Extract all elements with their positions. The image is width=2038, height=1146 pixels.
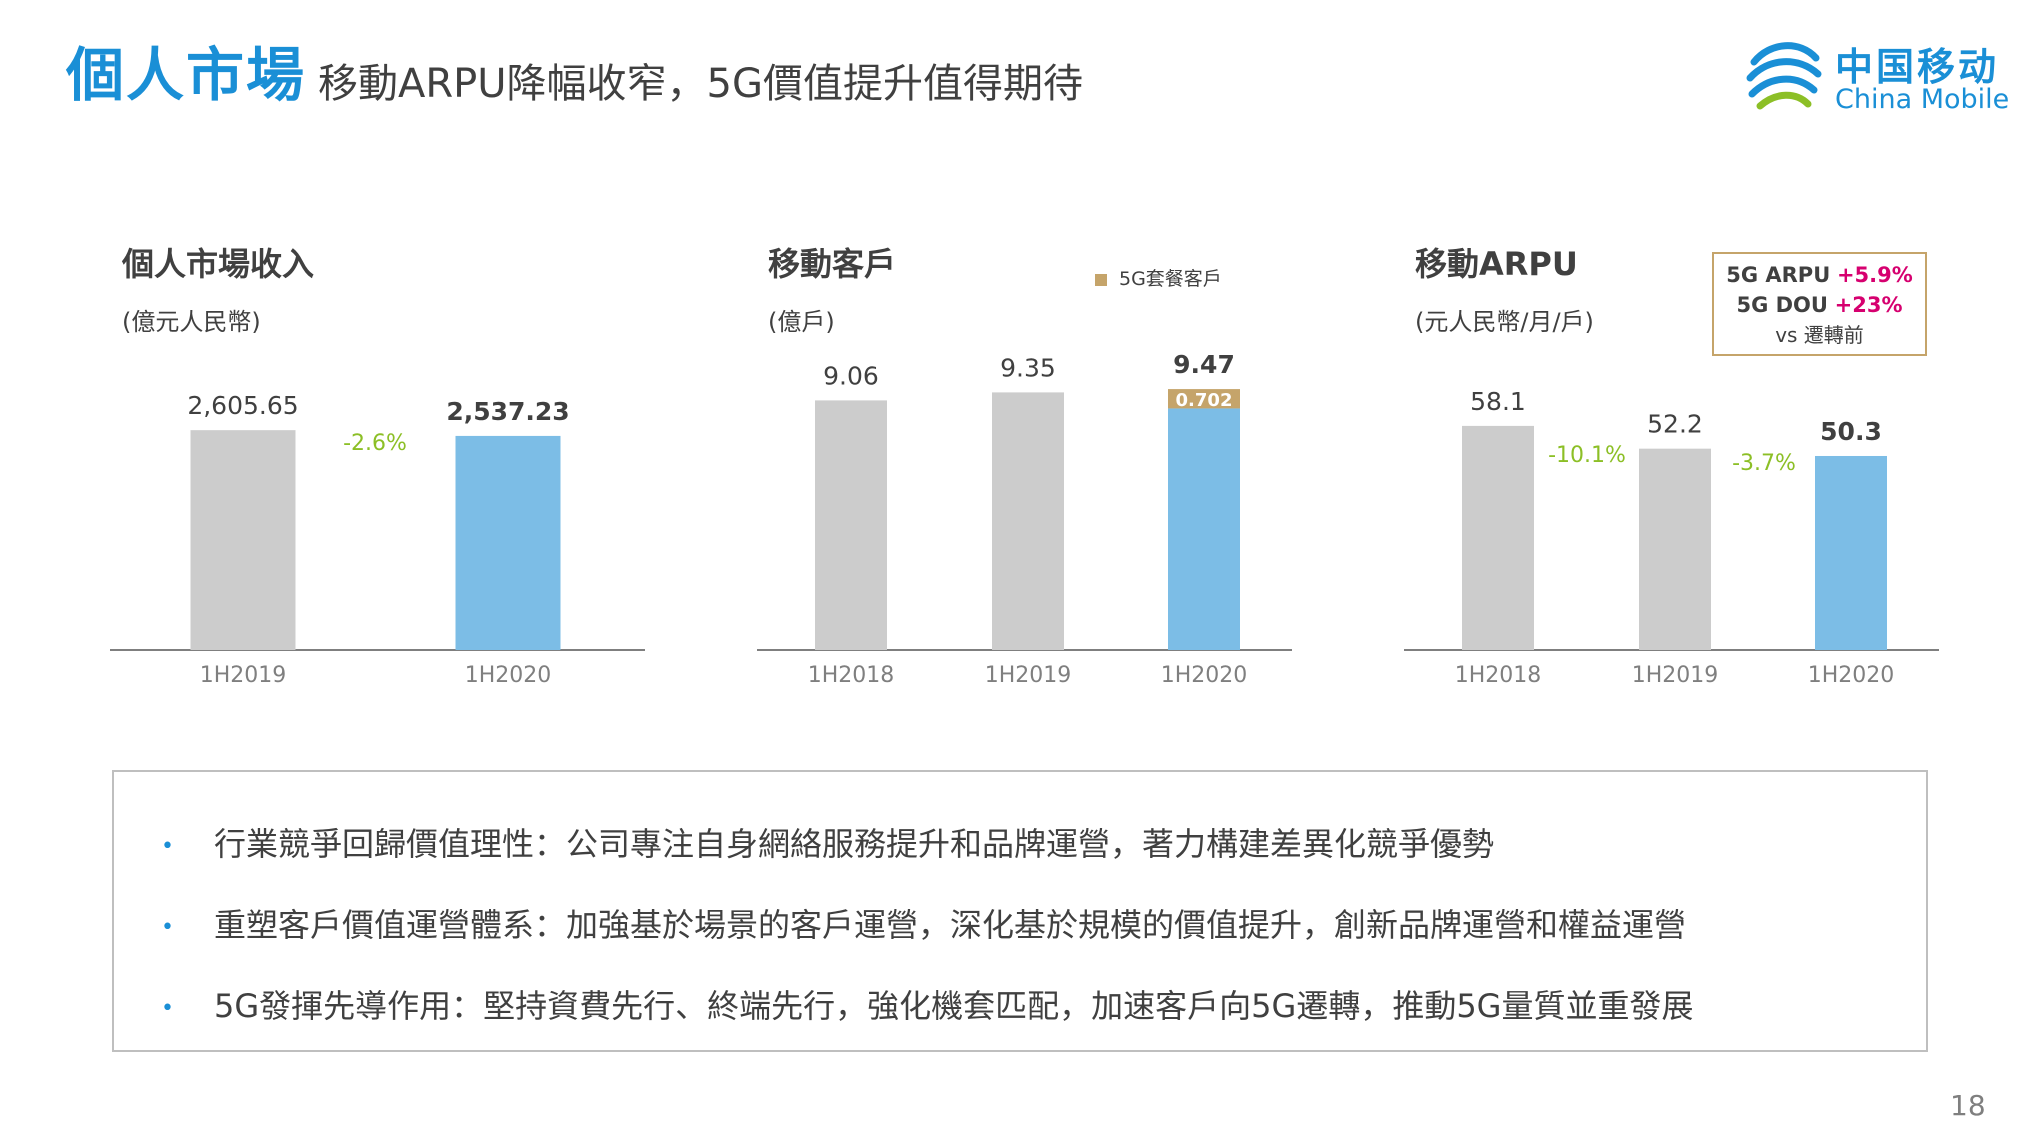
comparison-note: vs 遷轉前 <box>1775 323 1864 347</box>
bullet-item: • 5G發揮先導作用：堅持資費先行、終端先行，強化機套匹配，加速客戶向5G遷轉，推… <box>161 987 1694 1025</box>
chart-mobile-arpu: 58.1 1H2018 52.2 1H2019 50.3 1H2020 -10.1% -3.7… <box>1404 387 1939 688</box>
bar <box>815 400 887 650</box>
logo-mark-icon <box>1746 42 1822 110</box>
page-title: 個人市場 <box>66 41 307 109</box>
bullet-dot-icon: • <box>161 915 174 940</box>
chart-unit-personal-revenue: (億元人民幣) <box>122 308 261 336</box>
bar-5g-segment <box>1168 389 1240 409</box>
5g-arpu-value: +5.9% <box>1836 263 1913 287</box>
data-label: 52.2 <box>1647 410 1703 439</box>
bar <box>1815 455 1887 650</box>
key-points-box: • 行業競爭回歸價值理性：公司專注自身網絡服務提升和品牌運營，著力構建差異化競爭優… <box>112 770 1928 1052</box>
bullet-dot-icon: • <box>161 996 174 1021</box>
bar <box>455 435 561 650</box>
x-tick-label: 1H2020 <box>1808 663 1895 688</box>
bar <box>1462 425 1534 650</box>
bullet-text: 重塑客戶價值運營體系：加強基於場景的客戶運營，深化基於規模的價值提升，創新品牌運… <box>214 906 1687 944</box>
legend-label: 5G套餐客戶 <box>1119 268 1222 290</box>
x-tick-label: 1H2020 <box>1161 663 1248 688</box>
chart-unit-mobile-arpu: (元人民幣/月/戶) <box>1415 308 1594 336</box>
page-number: 18 <box>1950 1089 1986 1122</box>
bar <box>992 392 1064 650</box>
bullet-item: • 行業競爭回歸價值理性：公司專注自身網絡服務提升和品牌運營，著力構建差異化競爭優… <box>161 825 1495 863</box>
x-tick-label: 1H2019 <box>985 663 1072 688</box>
change-label: -2.6% <box>343 431 407 456</box>
data-label: 58.1 <box>1470 387 1526 416</box>
bar <box>1639 448 1711 650</box>
change-label: -10.1% <box>1548 443 1626 468</box>
logo-text-cn: 中国移动 <box>1835 45 2000 89</box>
china-mobile-logo: 中国移动 China Mobile <box>1740 32 2010 122</box>
page-subtitle: 移動ARPU降幅收窄，5G價值提升值得期待 <box>318 61 1083 107</box>
bullet-item: • 重塑客戶價值運營體系：加強基於場景的客戶運營，深化基於規模的價值提升，創新品牌… <box>161 906 1687 944</box>
chart-personal-revenue: 2,605.65 1H2019 2,537.23 1H2020 -2.6% <box>110 391 645 688</box>
change-label: -3.7% <box>1732 451 1796 476</box>
chart-title-personal-revenue: 個人市場收入 <box>122 245 315 283</box>
x-tick-label: 1H2019 <box>200 663 287 688</box>
bullet-text: 行業競爭回歸價值理性：公司專注自身網絡服務提升和品牌運營，著力構建差異化競爭優勢 <box>214 825 1495 863</box>
x-tick-label: 1H2019 <box>1632 663 1719 688</box>
bar <box>190 430 296 650</box>
data-label: 50.3 <box>1820 417 1882 446</box>
bar <box>1168 408 1240 650</box>
data-label: 9.35 <box>1000 353 1056 382</box>
chart-title-mobile-customers: 移動客戶 <box>768 245 897 283</box>
data-label: 9.47 <box>1173 350 1235 379</box>
bullet-dot-icon: • <box>161 834 174 859</box>
x-tick-label: 1H2018 <box>808 663 895 688</box>
chart-title-mobile-arpu: 移動ARPU <box>1415 245 1578 283</box>
x-tick-label: 1H2020 <box>465 663 552 688</box>
data-label: 2,605.65 <box>187 391 298 420</box>
data-label-5g: 0.702 <box>1176 390 1233 411</box>
legend-swatch <box>1095 273 1107 286</box>
5g-dou-value: +23% <box>1834 293 1903 317</box>
5g-dou-label: 5G DOU <box>1736 293 1828 317</box>
bullet-text: 5G發揮先導作用：堅持資費先行、終端先行，強化機套匹配，加速客戶向5G遷轉，推動… <box>214 987 1694 1025</box>
x-tick-label: 1H2018 <box>1455 663 1542 688</box>
data-label: 2,537.23 <box>446 397 569 426</box>
chart-unit-mobile-customers: (億戶) <box>768 308 835 336</box>
5g-arpu-label: 5G ARPU <box>1726 263 1831 287</box>
5g-arpu-callout: 5G ARPU +5.9% 5G DOU +23% vs 遷轉前 <box>1712 252 1927 356</box>
logo-text-en: China Mobile <box>1835 84 2010 115</box>
legend-5g-package: 5G套餐客戶 <box>1095 270 1222 289</box>
data-label: 9.06 <box>823 361 879 390</box>
chart-mobile-customers: 9.06 1H2018 9.35 1H2019 0.702 9.47 1H2020 <box>757 350 1292 688</box>
